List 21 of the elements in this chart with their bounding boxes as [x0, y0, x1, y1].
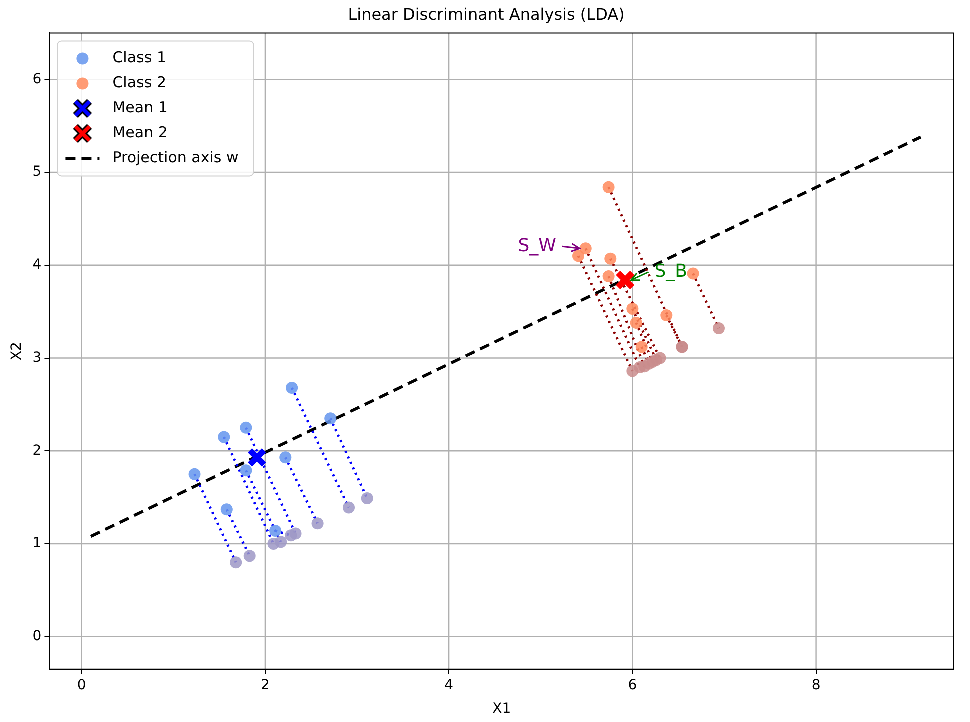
y-tick-label: 2	[32, 442, 42, 459]
annotation: S_W	[518, 235, 557, 256]
x-tick-label: 0	[77, 677, 86, 694]
x-tick-label: 6	[628, 677, 638, 694]
legend-label: Mean 1	[112, 98, 168, 117]
y-tick-label: 3	[32, 350, 42, 366]
y-tick-label: 6	[32, 71, 42, 88]
legend-label: Class 1	[112, 48, 166, 67]
chart-title: Linear Discriminant Analysis (LDA)	[348, 4, 625, 24]
x-tick-label: 2	[260, 677, 270, 694]
legend-label: Class 2	[112, 74, 166, 92]
y-axis-title: X2	[9, 342, 26, 361]
y-tick-label: 4	[32, 257, 42, 274]
legend-label: Mean 2	[112, 124, 168, 142]
y-tick-label: 0	[32, 628, 42, 645]
x-tick-label: 8	[812, 677, 821, 694]
y-tick-label: 1	[32, 536, 42, 552]
y-tick-label: 5	[32, 164, 42, 180]
legend-label: Projection axis w	[112, 148, 239, 167]
x-axis-title: X1	[492, 701, 512, 718]
x-tick-label: 4	[444, 677, 454, 694]
